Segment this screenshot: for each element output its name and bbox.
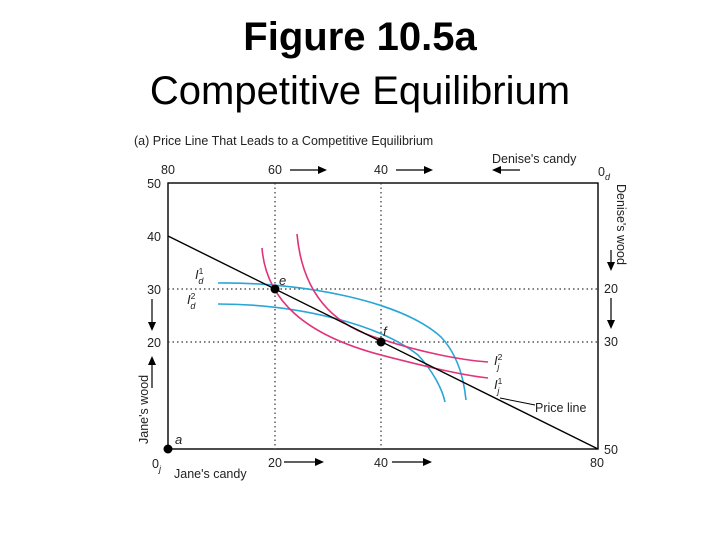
top-tick-40: 40: [374, 163, 388, 177]
panel-title: (a) Price Line That Leads to a Competiti…: [134, 134, 433, 148]
left-tick-20: 20: [147, 336, 161, 350]
figure-subtitle: Competitive Equilibrium: [149, 69, 571, 113]
bottom-arrow-right-icon: [315, 458, 324, 466]
left-tick-30: 30: [147, 283, 161, 297]
point-f-label: f: [383, 324, 388, 339]
point-e-label: e: [279, 273, 286, 288]
bottom-axis-ticks: 20 40 80: [268, 456, 604, 470]
bottom-axis-label: Jane's candy: [174, 467, 247, 481]
top-arrow-right-icon-2: [424, 166, 433, 174]
price-line-label: Price line: [535, 401, 586, 415]
curve-label-ij1: I1 j: [494, 376, 503, 396]
denise-curve-2: [217, 303, 446, 403]
top-arrow-right-icon: [318, 166, 327, 174]
dotted-guides: [168, 183, 598, 449]
jane-curve-2: [296, 233, 489, 363]
figure-title: Figure 10.5a: [243, 15, 477, 59]
right-tick-50: 50: [604, 443, 618, 457]
bottom-tick-80: 80: [590, 456, 604, 470]
top-axis-ticks: 80 60 40: [161, 163, 388, 177]
right-axis-ticks: 20 30 50: [604, 282, 618, 457]
curve-label-id1: I1 d: [195, 266, 204, 286]
bottom-tick-20: 20: [268, 456, 282, 470]
right-tick-30: 30: [604, 335, 618, 349]
left-tick-50: 50: [147, 177, 161, 191]
right-axis-label: Denise's wood: [614, 184, 628, 265]
left-arrow-up-icon: [148, 356, 156, 365]
left-axis-ticks: 50 40 30 20: [147, 177, 161, 350]
bottom-arrow-right-icon-2: [423, 458, 432, 466]
top-tick-60: 60: [268, 163, 282, 177]
right-arrow-down-icon: [607, 262, 615, 271]
left-tick-40: 40: [147, 230, 161, 244]
origin-d: 0d: [598, 165, 611, 182]
top-tick-80: 80: [161, 163, 175, 177]
left-arrow-down-icon: [148, 322, 156, 331]
point-f: [376, 337, 386, 347]
right-tick-20: 20: [604, 282, 618, 296]
edgeworth-box-frame: [167, 182, 599, 450]
top-axis-label: Denise's candy: [492, 152, 577, 166]
denise-curve-1: [217, 282, 467, 401]
top-arrow-left-icon: [492, 166, 501, 174]
left-axis-label: Jane's wood: [137, 375, 151, 444]
origin-j: 0j: [152, 457, 162, 474]
curve-label-id2: I2 d: [187, 291, 196, 311]
point-e: [270, 284, 280, 294]
right-arrow-down-icon-2: [607, 320, 615, 329]
curve-label-ij2: I2 j: [494, 352, 503, 372]
price-line-label-leader: [499, 397, 536, 406]
point-a: [163, 444, 173, 454]
bottom-tick-40: 40: [374, 456, 388, 470]
denise-indifference-curves: [217, 282, 467, 403]
point-a-label: a: [175, 432, 182, 447]
